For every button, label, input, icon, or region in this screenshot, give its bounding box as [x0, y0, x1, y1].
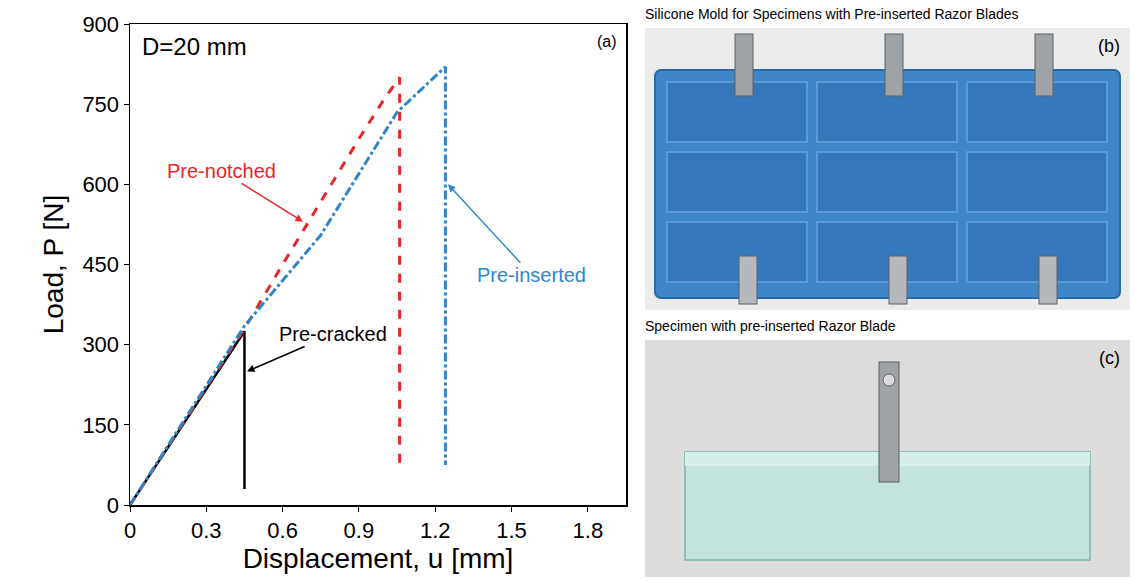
- svg-text:0.3: 0.3: [191, 518, 222, 543]
- svg-text:450: 450: [82, 252, 119, 277]
- svg-text:(a): (a): [597, 33, 617, 50]
- svg-text:Pre-inserted: Pre-inserted: [477, 264, 586, 286]
- svg-text:0.6: 0.6: [267, 518, 298, 543]
- svg-text:D=20 mm: D=20 mm: [142, 33, 247, 60]
- svg-text:0: 0: [124, 518, 136, 543]
- svg-text:Pre-cracked: Pre-cracked: [279, 323, 387, 345]
- svg-text:600: 600: [82, 172, 119, 197]
- html-text:Silicone Mold for Specimens wi: Silicone Mold for Specimens with Pre-ins…: [645, 6, 1019, 22]
- svg-text:Pre-notched: Pre-notched: [167, 160, 276, 182]
- svg-text:900: 900: [82, 12, 119, 37]
- svg-text:1.2: 1.2: [420, 518, 451, 543]
- html-text:Specimen with pre-inserted Raz: Specimen with pre-inserted Razor Blade: [645, 318, 896, 334]
- svg-text:1.5: 1.5: [496, 518, 527, 543]
- svg-text:1.8: 1.8: [573, 518, 604, 543]
- svg-text:Displacement, u [mm]: Displacement, u [mm]: [243, 543, 514, 574]
- svg-text:0.9: 0.9: [344, 518, 375, 543]
- svg-text:150: 150: [82, 413, 119, 438]
- svg-text:(b): (b): [1098, 36, 1120, 56]
- svg-text:(c): (c): [1099, 348, 1120, 368]
- svg-text:750: 750: [82, 92, 119, 117]
- svg-text:Load, P [N]: Load, P [N]: [38, 195, 69, 335]
- svg-text:300: 300: [82, 332, 119, 357]
- svg-text:0: 0: [107, 493, 119, 518]
